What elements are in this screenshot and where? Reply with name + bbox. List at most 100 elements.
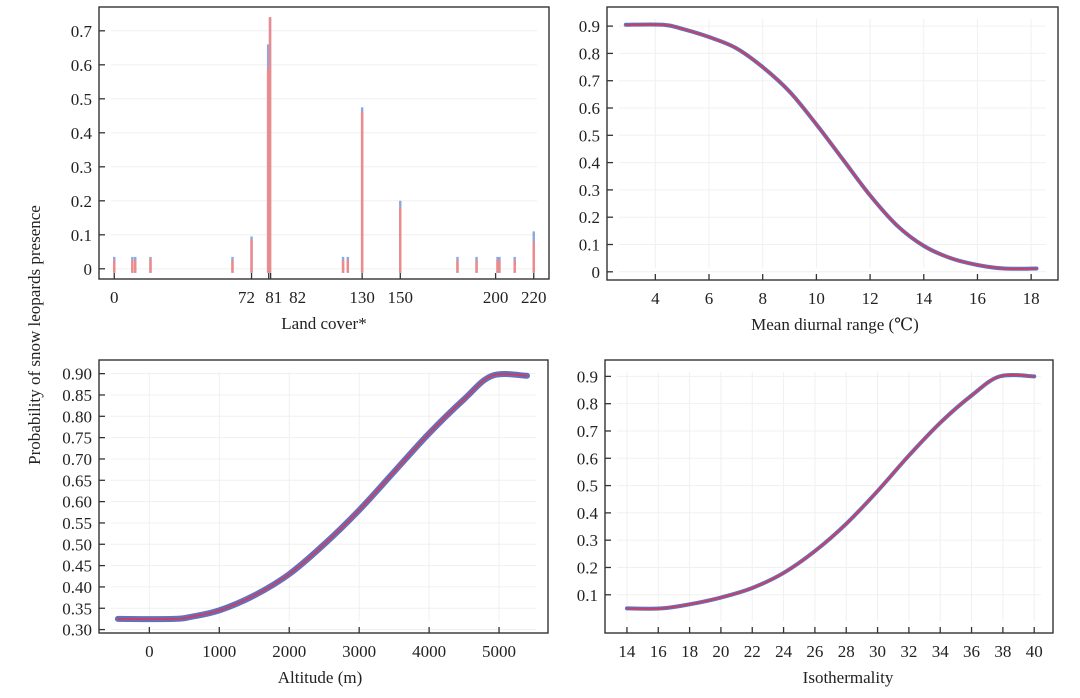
diurnal-y-tick-label: 0.6 (579, 99, 600, 118)
altitude-y-tick-label: 0.70 (62, 450, 92, 469)
diurnal-y-tick-label: 0.8 (579, 44, 600, 63)
landcover-y-ticks: 0 0.1 0.2 0.3 0.4 0.5 0.6 0.7 (71, 22, 105, 279)
landcover-x-tick-label: 81 (265, 288, 282, 307)
landcover-panel: 0 72 81 82 130 150 200 220 00.10.20.30.40.50.60… (71, 6, 550, 333)
diurnal-y-tick-label: 0.1 (579, 236, 600, 255)
isothermality-confidence-band (624, 372, 1037, 611)
altitude-y-tick-label: 0.30 (62, 621, 92, 640)
diurnal-x-tick-label: 14 (915, 289, 933, 308)
isothermality-x-tick-label: 20 (712, 642, 729, 661)
landcover-bar-lower (346, 260, 350, 273)
landcover-bar-lower (513, 260, 516, 273)
altitude-x-tick-label: 5000 (482, 642, 516, 661)
diurnal-x-axis-title: Mean diurnal range (℃) (751, 315, 919, 334)
landcover-y-tick-label: 0.4 (71, 124, 93, 143)
landcover-bar-lower (532, 241, 535, 273)
diurnal-x-ticks: 4 6 8 10 12 14 16 18 (651, 274, 1040, 308)
altitude-grid (111, 372, 536, 631)
altitude-response-line (117, 373, 528, 620)
isothermality-y-ticks: 0.1 0.2 0.3 0.4 0.5 0.6 0.7 0.8 0.9 (577, 367, 611, 605)
landcover-bar-lower (131, 260, 134, 273)
diurnal-x-tick-label: 10 (808, 289, 825, 308)
isothermality-x-tick-label: 40 (1026, 642, 1043, 661)
landcover-bars (113, 17, 535, 273)
landcover-bar-lower (341, 260, 345, 273)
landcover-bar-lower (456, 260, 459, 273)
isothermality-curve (624, 372, 1037, 611)
altitude-x-tick-label: 4000 (412, 642, 446, 661)
landcover-x-tick-label: 220 (521, 288, 547, 307)
altitude-x-tick-label: 0 (145, 642, 154, 661)
isothermality-y-tick-label: 0.6 (577, 449, 598, 468)
diurnal-grid (619, 19, 1046, 273)
isothermality-x-tick-label: 18 (681, 642, 698, 661)
diurnal-y-tick-label: 0.3 (579, 181, 600, 200)
diurnal-x-tick-label: 16 (969, 289, 986, 308)
landcover-bar-lower (498, 260, 501, 273)
isothermality-y-tick-label: 0.9 (577, 367, 598, 386)
landcover-y-tick-label: 0 (84, 260, 93, 279)
altitude-y-tick-label: 0.65 (62, 471, 92, 490)
landcover-bar-lower (496, 260, 499, 273)
landcover-x-ticks: 0 72 81 82 130 150 200 220 (110, 273, 546, 307)
altitude-x-axis-title: Altitude (m) (278, 668, 363, 687)
landcover-plot-frame (98, 6, 550, 280)
diurnal-x-tick-label: 18 (1023, 289, 1040, 308)
diurnal-y-tick-label: 0.5 (579, 126, 600, 145)
altitude-panel: 0 1000 2000 3000 4000 5000 0.300.350.400.450.… (62, 359, 549, 687)
landcover-bar-lower (399, 207, 402, 273)
diurnal-y-tick-label: 0.9 (579, 17, 600, 36)
altitude-y-tick-label: 0.75 (62, 429, 92, 448)
landcover-bar-lower (231, 260, 234, 273)
altitude-y-tick-label: 0.35 (62, 599, 92, 618)
landcover-grid (111, 30, 537, 270)
diurnal-y-tick-label: 0.4 (579, 154, 601, 173)
landcover-bar-lower (360, 112, 364, 273)
isothermality-x-tick-label: 24 (775, 642, 793, 661)
diurnal-y-ticks: 0 0.1 0.2 0.3 0.4 0.5 0.6 0.7 0.8 0.9 (579, 17, 613, 282)
landcover-x-tick-label: 130 (349, 288, 375, 307)
isothermality-panel: 14 16 18 20 22 24 26 28 30 32 34 36 38 40 0.10.20.30.… (577, 359, 1054, 687)
isothermality-x-tick-label: 36 (963, 642, 980, 661)
diurnal-y-tick-label: 0.7 (579, 72, 601, 91)
isothermality-y-tick-label: 0.7 (577, 422, 599, 441)
landcover-y-tick-label: 0.5 (71, 90, 92, 109)
isothermality-y-tick-label: 0.1 (577, 586, 598, 605)
isothermality-y-tick-label: 0.3 (577, 531, 598, 550)
altitude-y-tick-label: 0.80 (62, 407, 92, 426)
isothermality-grid (617, 372, 1041, 621)
isothermality-response-line (626, 374, 1035, 610)
landcover-x-tick-label: 82 (289, 288, 306, 307)
altitude-x-tick-label: 2000 (272, 642, 306, 661)
altitude-y-tick-label: 0.60 (62, 493, 92, 512)
landcover-x-tick-label: 200 (483, 288, 509, 307)
landcover-bar-lower (250, 239, 253, 273)
altitude-y-tick-label: 0.45 (62, 557, 92, 576)
landcover-bar-lower (268, 17, 272, 273)
landcover-y-tick-label: 0.6 (71, 56, 92, 75)
isothermality-x-axis-title: Isothermality (803, 668, 894, 687)
isothermality-x-tick-label: 22 (744, 642, 761, 661)
landcover-bar-lower (134, 260, 137, 273)
diurnal-response-line (625, 23, 1037, 270)
altitude-x-tick-label: 3000 (342, 642, 376, 661)
altitude-y-tick-label: 0.55 (62, 514, 92, 533)
isothermality-y-tick-label: 0.4 (577, 504, 599, 523)
isothermality-x-tick-label: 28 (838, 642, 855, 661)
landcover-y-tick-label: 0.7 (71, 22, 93, 41)
diurnal-x-tick-label: 6 (705, 289, 714, 308)
landcover-y-tick-label: 0.1 (71, 226, 92, 245)
landcover-x-tick-label: 150 (388, 288, 414, 307)
landcover-y-tick-label: 0.2 (71, 192, 92, 211)
isothermality-x-tick-label: 34 (932, 642, 950, 661)
isothermality-x-tick-label: 30 (869, 642, 886, 661)
altitude-confidence-band (114, 371, 531, 623)
landcover-bar-lower (113, 260, 116, 273)
isothermality-y-tick-label: 0.5 (577, 477, 598, 496)
diurnal-plot-frame (606, 6, 1059, 281)
isothermality-x-tick-label: 14 (618, 642, 636, 661)
altitude-x-tick-label: 1000 (202, 642, 236, 661)
altitude-y-tick-label: 0.50 (62, 535, 92, 554)
landcover-bar-lower (266, 68, 270, 273)
